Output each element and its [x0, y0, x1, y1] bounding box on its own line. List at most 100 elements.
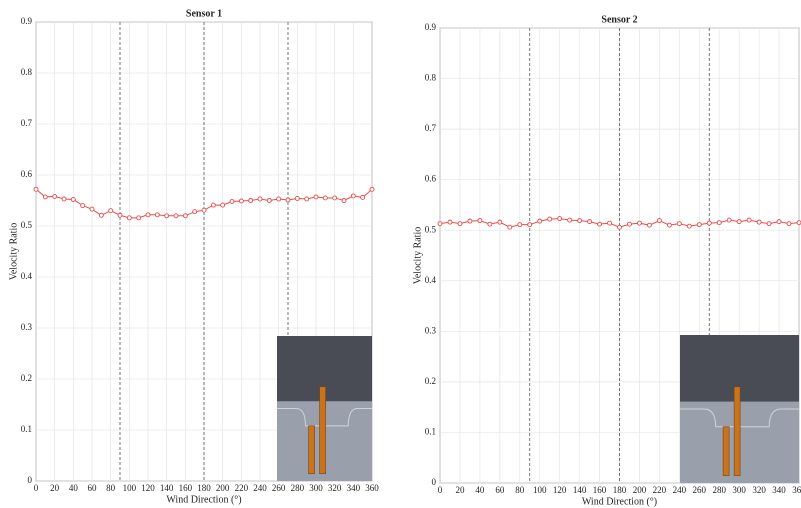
data-point — [229, 199, 235, 204]
x-tick-label: 120 — [553, 485, 567, 495]
y-tick-label: 0.6 — [425, 174, 437, 184]
data-point — [636, 220, 642, 226]
data-point — [487, 221, 493, 227]
data-point — [61, 196, 67, 202]
data-point — [369, 186, 375, 192]
data-point — [220, 202, 226, 208]
data-point — [42, 194, 48, 200]
data-point — [726, 217, 732, 223]
x-tick-label: 0 — [438, 485, 443, 495]
y-tick-label: 0.4 — [425, 275, 437, 285]
inset-rod — [733, 386, 741, 476]
inset-rod — [308, 425, 315, 475]
data-point — [276, 196, 282, 202]
data-point — [164, 213, 170, 219]
data-point — [467, 218, 473, 224]
x-tick-label: 220 — [235, 483, 249, 493]
x-tick-label: 360 — [365, 483, 379, 493]
y-tick-label: 0.1 — [425, 427, 436, 437]
data-point — [656, 218, 662, 224]
x-tick-label: 180 — [197, 483, 211, 493]
data-point — [182, 213, 188, 219]
data-point — [557, 216, 563, 222]
y-tick-label: 0.5 — [425, 224, 437, 234]
data-point — [477, 218, 483, 224]
x-tick-label: 300 — [732, 485, 746, 495]
data-point — [527, 222, 533, 228]
data-point — [322, 195, 328, 201]
y-tick-label: 0.7 — [425, 123, 437, 133]
data-point — [80, 203, 86, 209]
data-point — [607, 220, 612, 226]
data-point — [266, 198, 272, 203]
data-point — [52, 193, 58, 199]
data-point — [666, 222, 672, 228]
chart-title: Sensor 2 — [601, 14, 637, 25]
data-point — [360, 194, 366, 200]
data-point — [136, 215, 142, 221]
y-tick-label: 0.9 — [21, 16, 33, 26]
y-tick-label: 0.7 — [21, 118, 33, 128]
inset-rod — [319, 386, 326, 475]
data-point — [117, 212, 123, 218]
data-point — [776, 219, 782, 225]
data-point — [686, 223, 692, 229]
data-point — [192, 209, 198, 215]
y-tick-label: 0.3 — [21, 322, 33, 332]
data-point — [537, 218, 543, 224]
x-tick-label: 280 — [291, 483, 305, 493]
subplot: 0 20 40 60 80 100 120 140 160 180 200 220 240 260 280 3… — [412, 14, 801, 507]
y-tick-label: 0.6 — [21, 169, 33, 179]
inset-groove — [277, 408, 372, 427]
x-tick-label: 280 — [712, 485, 726, 495]
data-point — [517, 222, 523, 228]
data-point — [154, 212, 160, 218]
data-point — [108, 208, 114, 214]
data-point — [173, 213, 179, 219]
data-point — [646, 222, 652, 228]
x-tick-label: 20 — [50, 483, 60, 493]
data-point — [457, 221, 463, 227]
data-point — [676, 221, 682, 227]
y-tick-label: 0.4 — [21, 271, 33, 281]
x-tick-label: 320 — [328, 483, 342, 493]
x-tick-label: 180 — [613, 485, 627, 495]
y-tick-label: 0.2 — [21, 373, 32, 383]
x-tick-label: 100 — [533, 485, 547, 495]
data-point — [257, 196, 263, 202]
data-point — [294, 196, 300, 201]
x-tick-label: 300 — [309, 483, 323, 493]
data-point — [497, 219, 503, 225]
data-point — [437, 221, 443, 227]
x-tick-label: 140 — [160, 483, 174, 493]
x-tick-label: 200 — [633, 485, 647, 495]
x-tick-label: 0 — [34, 483, 39, 493]
x-tick-label: 160 — [179, 483, 193, 493]
x-tick-label: 320 — [752, 485, 766, 495]
data-point — [238, 198, 244, 204]
y-tick-label: 0.1 — [21, 424, 32, 434]
y-axis-label: Velocity Ratio — [412, 227, 423, 285]
x-tick-label: 60 — [88, 483, 98, 493]
data-point — [285, 197, 291, 203]
data-point — [98, 212, 104, 218]
data-point — [313, 194, 319, 200]
y-axis-label: Velocity Ratio — [8, 223, 19, 281]
data-point — [507, 224, 513, 230]
x-axis-label: Wind Direction (°) — [582, 496, 657, 507]
x-tick-label: 260 — [272, 483, 286, 493]
data-point — [332, 195, 338, 201]
x-tick-label: 40 — [69, 483, 79, 493]
x-tick-label: 220 — [653, 485, 667, 495]
x-tick-label: 240 — [253, 483, 267, 493]
y-tick-label: 0.8 — [21, 67, 33, 77]
data-point — [706, 220, 712, 226]
x-tick-label: 120 — [141, 483, 155, 493]
x-tick-label: 360 — [792, 485, 801, 495]
data-point — [716, 220, 722, 226]
inset-groove — [680, 408, 799, 428]
data-point — [145, 212, 151, 218]
data-point — [248, 198, 254, 203]
data-point — [696, 222, 702, 228]
